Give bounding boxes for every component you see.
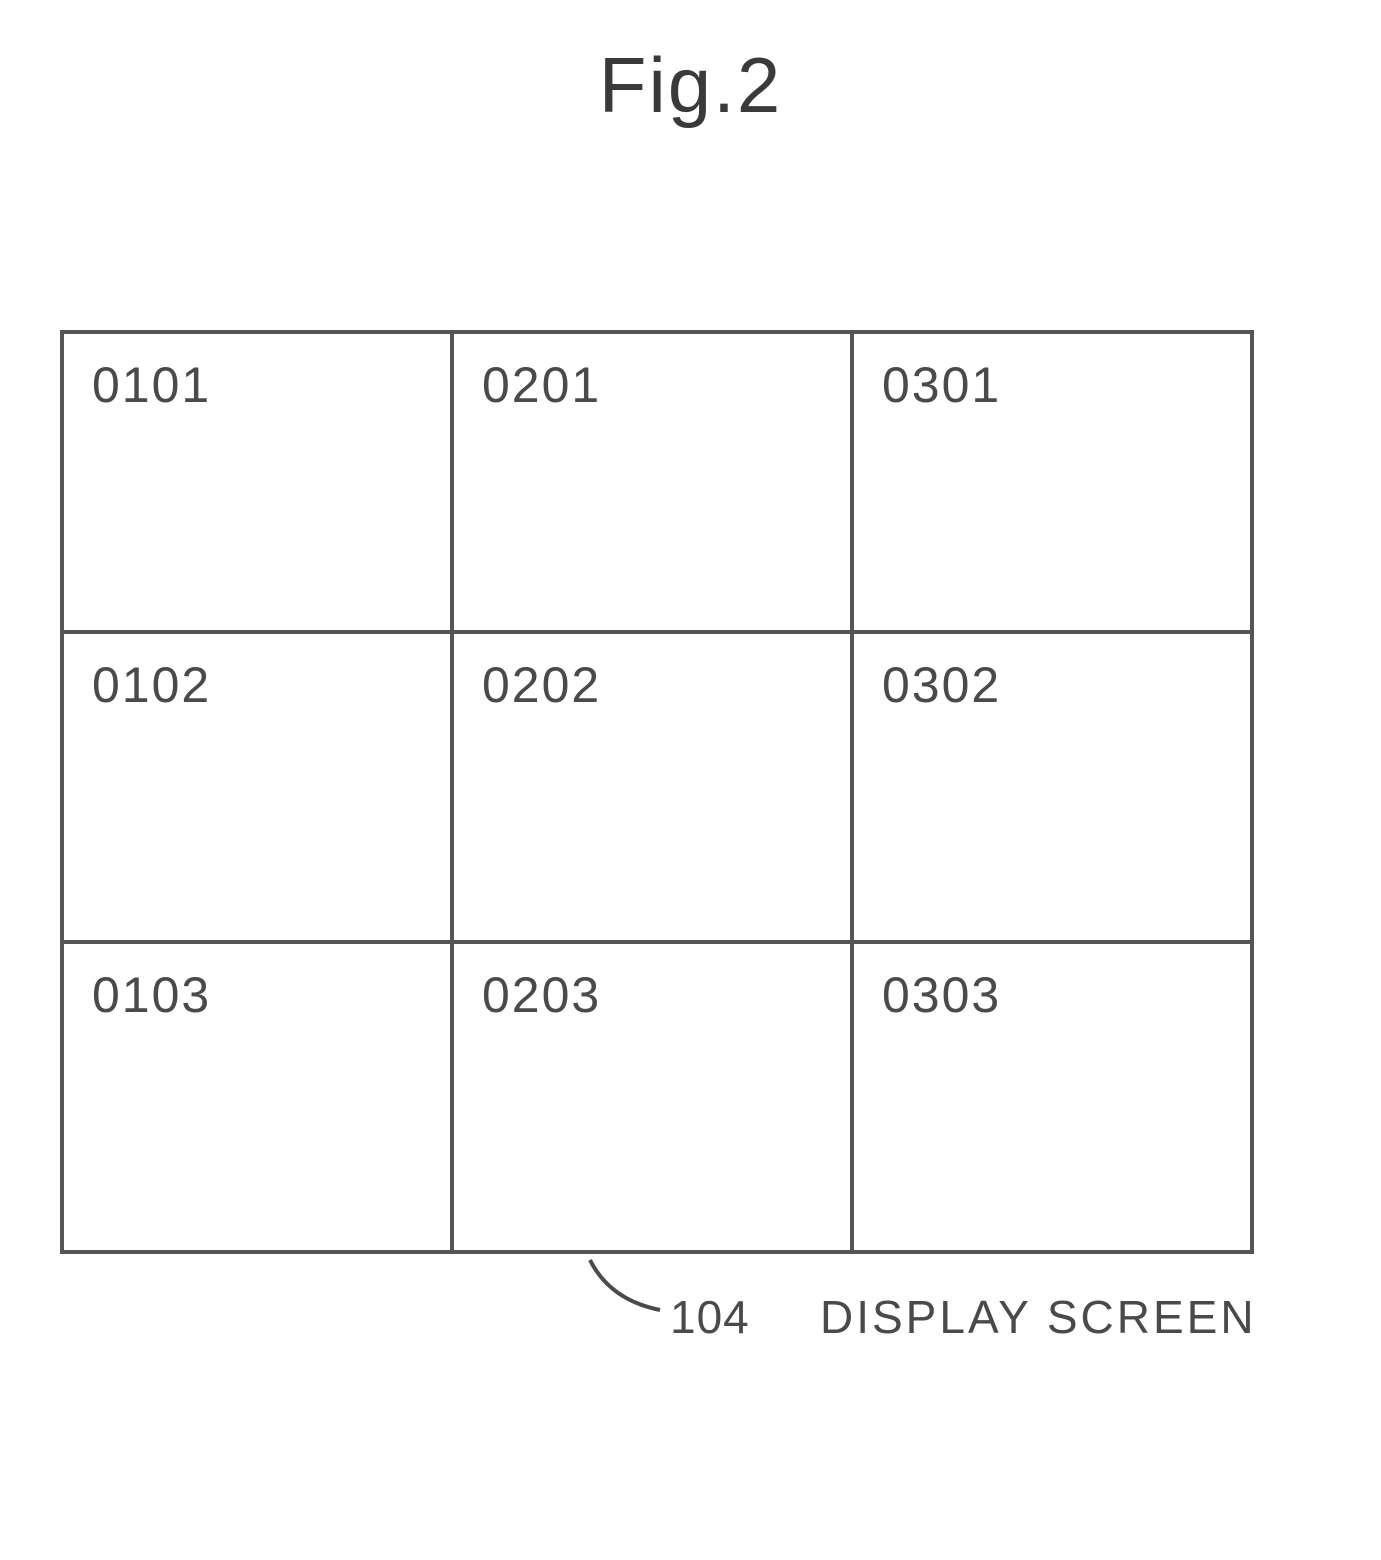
grid-cell: 0101 [62,332,452,632]
grid-cell: 0201 [452,332,852,632]
figure-page: Fig.2 010102010301 010202020302 0103020303… [0,0,1381,1560]
figure-title: Fig.2 [0,40,1381,131]
grid-cell: 0301 [852,332,1252,632]
callout-reference-number: 104 [670,1290,750,1344]
grid-cell: 0202 [452,632,852,942]
grid-cell: 0102 [62,632,452,942]
grid-cell: 0302 [852,632,1252,942]
display-screen-grid: 010102010301 010202020302 010302030303 [60,330,1254,1254]
callout-label: DISPLAY SCREEN [820,1290,1257,1344]
grid-cell: 0103 [62,942,452,1252]
callout-leader-line [560,1255,680,1315]
grid-cell: 0203 [452,942,852,1252]
grid-cell: 0303 [852,942,1252,1252]
